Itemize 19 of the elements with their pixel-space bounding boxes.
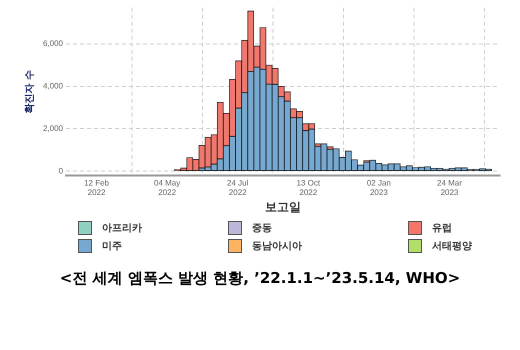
y-tick-label: 6,000 bbox=[42, 39, 64, 48]
legend-label: 서태평양 bbox=[432, 240, 472, 253]
x-tick-label: 02 Jan 2023 bbox=[366, 178, 391, 198]
legend-label: 중동 bbox=[252, 222, 272, 235]
x-tick-label: 04 May 2022 bbox=[154, 178, 180, 198]
x-tick-label: 24 Mar 2023 bbox=[437, 178, 462, 198]
x-axis-title: 보고일 bbox=[265, 200, 302, 214]
y-tick-label: 0 bbox=[58, 166, 64, 176]
legend-label: 동남아시아 bbox=[252, 240, 302, 253]
y-axis-title: 확진자 수 bbox=[24, 70, 36, 114]
x-tick-label: 24 Jul 2022 bbox=[227, 178, 249, 198]
x-tick-label: 13 Oct 2022 bbox=[296, 178, 321, 198]
legend-label: 유럽 bbox=[432, 222, 452, 235]
x-tick-label: 12 Feb 2022 bbox=[84, 178, 110, 198]
legend-label: 미주 bbox=[102, 240, 122, 253]
y-tick-label: 4,000 bbox=[42, 82, 64, 90]
text: <전 세계 엠폭스 발생 현황, ’22.1.1~’23.5.14, WHO> bbox=[58, 269, 462, 288]
legend-label: 아프리카 bbox=[102, 222, 142, 235]
y-tick-label: 2,000 bbox=[42, 124, 64, 133]
